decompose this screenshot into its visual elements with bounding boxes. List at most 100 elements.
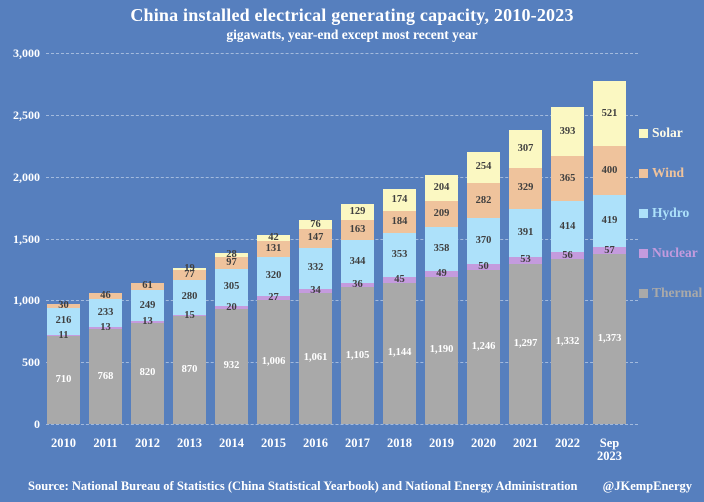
value-label: 400 bbox=[601, 164, 618, 176]
value-label: 1,373 bbox=[597, 333, 622, 345]
value-label: 233 bbox=[97, 307, 114, 319]
bar-segment-thermal: 932 bbox=[215, 308, 248, 424]
value-label: 254 bbox=[475, 161, 492, 173]
bar-segment-wind: 61 bbox=[131, 280, 164, 292]
bar-segment-thermal: 1,373 bbox=[593, 254, 626, 424]
value-label: 358 bbox=[433, 242, 450, 254]
grid-line bbox=[46, 114, 638, 116]
bar-segment-hydro: 370 bbox=[467, 218, 500, 264]
bar-segment-wind: 400 bbox=[593, 145, 626, 196]
bar-segment-hydro: 344 bbox=[341, 240, 374, 283]
y-tick-label: 1,500 bbox=[13, 231, 40, 246]
bar-segment-hydro: 391 bbox=[509, 208, 542, 258]
x-tick-label: 2016 bbox=[303, 436, 328, 450]
grid-line bbox=[46, 176, 638, 178]
bar-segment-wind: 147 bbox=[299, 229, 332, 248]
value-label: 61 bbox=[142, 280, 153, 292]
bar-2010: 710 11 216 30 bbox=[47, 301, 80, 424]
x-tick-label: 2013 bbox=[177, 436, 202, 450]
value-label: 28 bbox=[226, 248, 237, 260]
bar-segment-hydro: 320 bbox=[257, 256, 290, 297]
legend-item-hydro: Hydro bbox=[639, 206, 702, 220]
x-tick-label: 2014 bbox=[219, 436, 244, 450]
bar-segment-nuclear: 49 bbox=[425, 268, 458, 279]
y-tick-label: 3,000 bbox=[13, 46, 40, 60]
value-label: 870 bbox=[181, 364, 198, 376]
value-label: 307 bbox=[517, 143, 534, 155]
value-label: 13 bbox=[100, 322, 111, 334]
bar-segment-wind: 282 bbox=[467, 183, 500, 218]
value-label: 56 bbox=[562, 249, 573, 261]
chart-title: China installed electrical generating ca… bbox=[130, 5, 574, 25]
value-label: 419 bbox=[601, 215, 618, 227]
bar-segment-nuclear: 20 bbox=[215, 302, 248, 312]
value-label: 174 bbox=[391, 193, 408, 205]
value-label: 320 bbox=[265, 270, 282, 282]
value-label: 1,190 bbox=[429, 344, 454, 356]
bar-2017: 1,105 36 344 163 129 bbox=[341, 204, 374, 424]
bar-2020: 1,246 50 370 282 254 bbox=[467, 151, 500, 424]
bar-segment-thermal: 1,297 bbox=[509, 263, 542, 424]
bar-segment-nuclear: 36 bbox=[341, 279, 374, 290]
value-label: 216 bbox=[55, 315, 72, 327]
legend-label: Solar bbox=[652, 125, 683, 140]
value-label: 1,246 bbox=[471, 340, 496, 352]
value-label: 77 bbox=[184, 269, 195, 281]
value-label: 370 bbox=[475, 234, 492, 246]
value-label: 34 bbox=[310, 284, 321, 296]
bars-group: 710 11 216 30 768 13 233 46 820 13 249 61 870 15 280 77… bbox=[47, 53, 626, 424]
bar-segment-wind: 329 bbox=[509, 168, 542, 209]
plot-area: 710 11 216 30 768 13 233 46 820 13 249 61 870 15 280 77… bbox=[46, 53, 638, 425]
bar-2021: 1,297 53 391 329 307 bbox=[509, 130, 542, 424]
value-label: 204 bbox=[433, 182, 450, 194]
bar-segment-hydro: 249 bbox=[131, 290, 164, 321]
bar-2014: 932 20 305 97 28 bbox=[215, 249, 248, 424]
y-tick-label: 1,000 bbox=[13, 293, 40, 308]
bar-segment-hydro: 233 bbox=[89, 298, 122, 328]
value-label: 932 bbox=[223, 360, 240, 372]
bar-segment-solar: 254 bbox=[467, 151, 500, 184]
source-note: Source: National Bureau of Statistics (C… bbox=[28, 479, 578, 493]
value-label: 45 bbox=[394, 273, 405, 285]
value-label: 147 bbox=[307, 232, 324, 244]
bar-segment-nuclear: 56 bbox=[551, 249, 584, 261]
y-tick-label: 2,000 bbox=[13, 169, 40, 184]
bar-segment-thermal: 1,144 bbox=[383, 282, 416, 424]
bar-segment-thermal: 1,190 bbox=[425, 276, 458, 424]
grid-line bbox=[46, 53, 638, 54]
bar-segment-wind: 46 bbox=[89, 290, 122, 301]
bar-segment-solar: 76 bbox=[299, 219, 332, 229]
value-label: 27 bbox=[268, 291, 279, 303]
bar-segment-thermal: 1,105 bbox=[341, 287, 374, 424]
value-label: 280 bbox=[181, 291, 198, 303]
value-label: 97 bbox=[226, 256, 237, 268]
bar-segment-thermal: 710 bbox=[47, 336, 80, 424]
value-label: 249 bbox=[139, 299, 156, 311]
bar-2012: 820 13 249 61 bbox=[131, 280, 164, 424]
bar-segment-hydro: 305 bbox=[215, 268, 248, 307]
y-tick-label: 0 bbox=[34, 417, 40, 431]
value-label: 163 bbox=[349, 224, 366, 236]
footer: Source: National Bureau of Statistics (C… bbox=[0, 479, 704, 494]
x-tick-label: 2017 bbox=[345, 436, 370, 450]
value-label: 15 bbox=[184, 309, 195, 321]
value-label: 57 bbox=[604, 244, 615, 256]
bar-2016: 1,061 34 332 147 76 bbox=[299, 219, 332, 424]
value-label: 329 bbox=[517, 182, 534, 194]
x-tick-label: 2011 bbox=[93, 436, 118, 450]
bar-2022: 1,332 56 414 365 393 bbox=[551, 107, 584, 424]
bar-segment-wind: 30 bbox=[47, 301, 80, 311]
bar-segment-solar: 521 bbox=[593, 81, 626, 146]
bar-segment-hydro: 332 bbox=[299, 247, 332, 289]
bar-segment-solar: 393 bbox=[551, 107, 584, 157]
bar-2013: 870 15 280 77 19 bbox=[173, 264, 206, 424]
legend-swatch-icon bbox=[639, 168, 648, 178]
bar-segment-thermal: 768 bbox=[89, 329, 122, 424]
bar-segment-solar: 307 bbox=[509, 130, 542, 169]
x-tick-label: 2020 bbox=[471, 436, 496, 450]
x-tick-label: 2019 bbox=[429, 436, 454, 450]
value-label: 1,332 bbox=[555, 335, 580, 347]
legend-item-solar: Solar bbox=[639, 126, 702, 140]
bar-segment-nuclear: 15 bbox=[173, 310, 206, 320]
bar-segment-solar: 28 bbox=[215, 249, 248, 260]
